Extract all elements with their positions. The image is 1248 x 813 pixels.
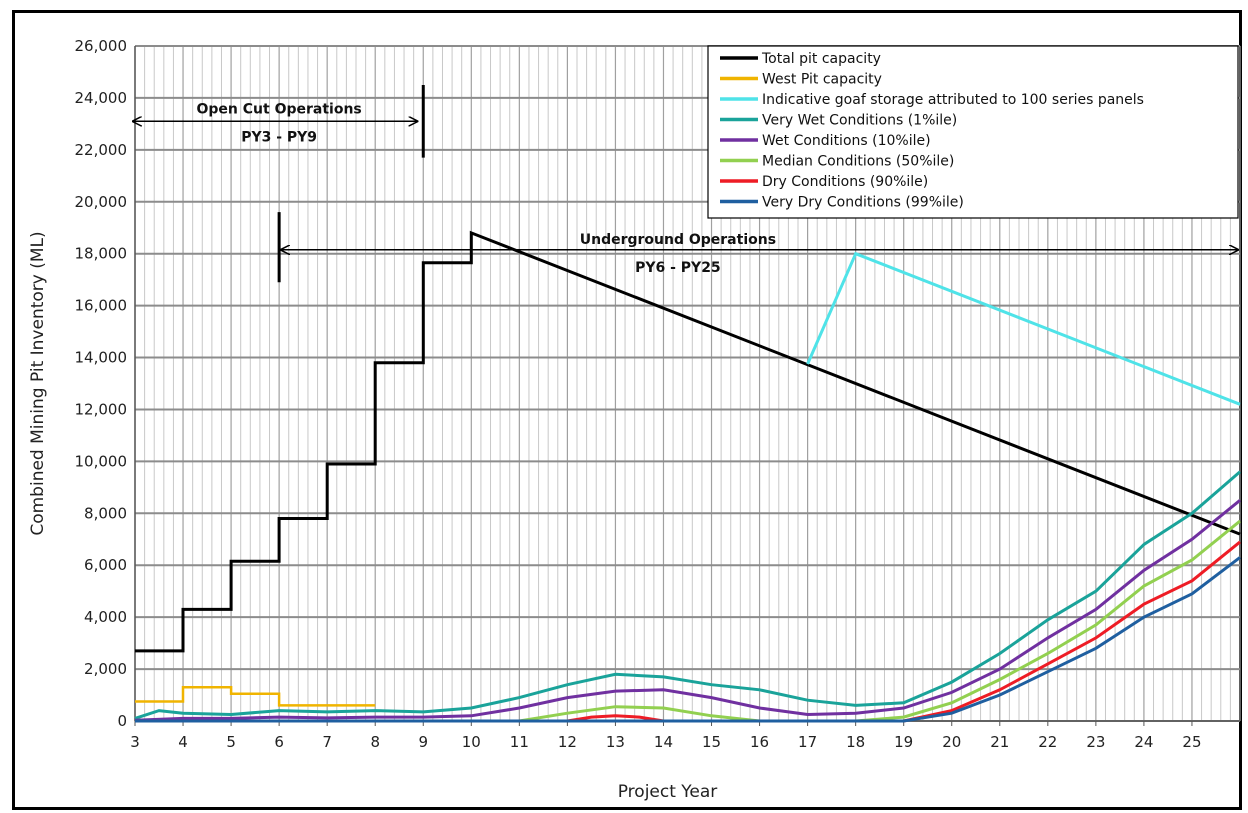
x-tick-label: 11 xyxy=(510,733,529,751)
legend-label: Very Dry Conditions (99%ile) xyxy=(762,195,964,211)
y-tick-label: 8,000 xyxy=(84,504,127,522)
x-tick-label: 6 xyxy=(274,733,284,751)
y-tick-label: 0 xyxy=(117,712,127,730)
x-tick-label: 18 xyxy=(846,733,865,751)
series-line-7 xyxy=(135,556,1241,723)
x-tick-label: 23 xyxy=(1086,733,1105,751)
legend-label: Indicative goaf storage attributed to 10… xyxy=(762,92,1144,108)
legend-label: Very Wet Conditions (1%ile) xyxy=(762,113,957,129)
x-tick-label: 5 xyxy=(226,733,236,751)
series-line-3 xyxy=(134,470,1241,720)
y-tick-label: 14,000 xyxy=(75,349,128,367)
x-tick-label: 4 xyxy=(178,733,188,751)
x-tick-label: 21 xyxy=(990,733,1009,751)
y-tick-label: 2,000 xyxy=(84,660,127,678)
x-tick-label: 25 xyxy=(1182,733,1201,751)
y-tick-label: 10,000 xyxy=(75,452,128,470)
y-tick-label: 16,000 xyxy=(75,297,128,315)
chart-svg: 0 2,000 4,000 6,000 8,000 10,000 12,000 14,000 1… xyxy=(28,37,1241,802)
x-tick-label: 19 xyxy=(894,733,913,751)
x-tick-label: 17 xyxy=(798,733,817,751)
x-tick-label: 16 xyxy=(750,733,769,751)
y-tick-label: 20,000 xyxy=(75,193,128,211)
y-tick-label: 6,000 xyxy=(84,556,127,574)
y-tick-label: 4,000 xyxy=(84,608,127,626)
x-tick-label: 8 xyxy=(370,733,380,751)
legend-label: Wet Conditions (10%ile) xyxy=(762,133,931,149)
series-line-1 xyxy=(135,686,376,707)
legend-box xyxy=(707,45,1239,219)
legend-label: Dry Conditions (90%ile) xyxy=(762,174,928,190)
y-tick-label: 12,000 xyxy=(75,400,128,418)
x-tick-label: 14 xyxy=(654,733,673,751)
legend-label: West Pit capacity xyxy=(762,72,882,88)
x-tick-label: 24 xyxy=(1134,733,1153,751)
x-tick-label: 3 xyxy=(130,733,140,751)
annotation-label-underground: Underground Operations xyxy=(580,232,776,248)
x-tick-label: 15 xyxy=(702,733,721,751)
annotation-label-open-cut: Open Cut Operations xyxy=(197,101,362,117)
x-tick-label: 10 xyxy=(462,733,481,751)
y-tick-label: 18,000 xyxy=(75,245,128,263)
x-tick-label: 13 xyxy=(606,733,625,751)
annotation-sublabel-underground: PY6 - PY25 xyxy=(635,260,721,276)
x-tick-label: 7 xyxy=(322,733,332,751)
chart-frame: 0 2,000 4,000 6,000 8,000 10,000 12,000 14,000 1… xyxy=(12,10,1242,810)
x-tick-label: 12 xyxy=(558,733,577,751)
x-axis-label: Project Year xyxy=(618,782,718,802)
y-tick-label: 26,000 xyxy=(75,37,128,55)
y-tick-label: 24,000 xyxy=(75,89,128,107)
legend-label: Median Conditions (50%ile) xyxy=(762,154,954,170)
y-tick-label: 22,000 xyxy=(75,141,128,159)
x-tick-label: 20 xyxy=(942,733,961,751)
x-tick-label: 9 xyxy=(418,733,428,751)
series-line-5 xyxy=(135,519,1241,723)
series-line-0 xyxy=(135,230,1241,653)
series-line-2 xyxy=(806,251,1241,406)
series-line-4 xyxy=(134,499,1241,722)
y-axis-label: Combined Mining Pit Inventory (ML) xyxy=(28,231,48,535)
legend-label: Total pit capacity xyxy=(761,51,881,67)
x-tick-label: 22 xyxy=(1038,733,1057,751)
annotation-sublabel-open-cut: PY3 - PY9 xyxy=(241,129,317,145)
